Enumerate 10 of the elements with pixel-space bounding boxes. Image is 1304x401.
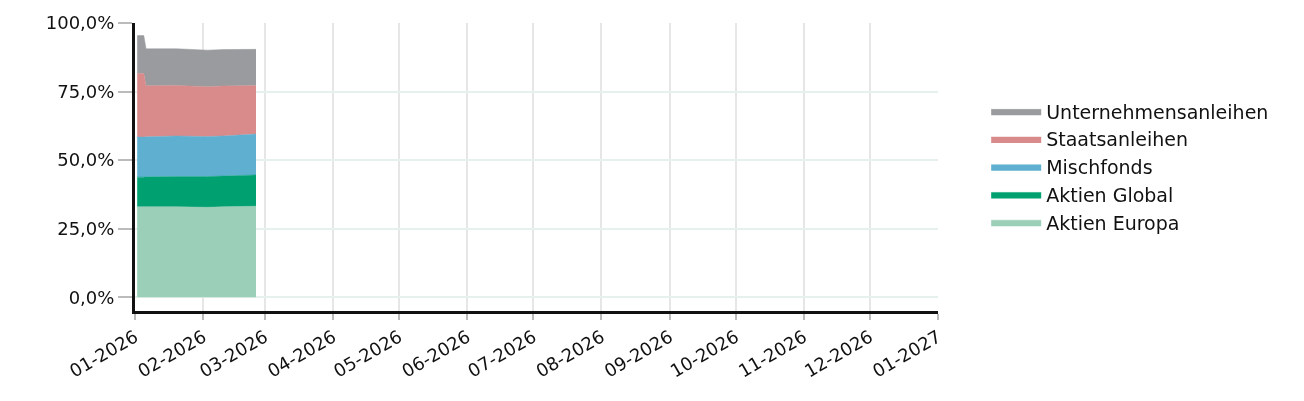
y-tick-label: 100,0%: [45, 12, 115, 34]
legend-label: Staatsanleihen: [1046, 128, 1189, 151]
legend-label: Aktien Global: [1046, 183, 1174, 206]
legend-label: Mischfonds: [1046, 156, 1153, 179]
y-tick-label: 50,0%: [57, 149, 115, 171]
y-tick-label: 25,0%: [57, 218, 115, 240]
legend-label: Aktien Europa: [1046, 211, 1180, 234]
legend-label: Unternehmensanleihen: [1046, 100, 1269, 123]
y-tick-label: 75,0%: [57, 80, 115, 102]
y-tick-label: 0,0%: [68, 286, 115, 308]
